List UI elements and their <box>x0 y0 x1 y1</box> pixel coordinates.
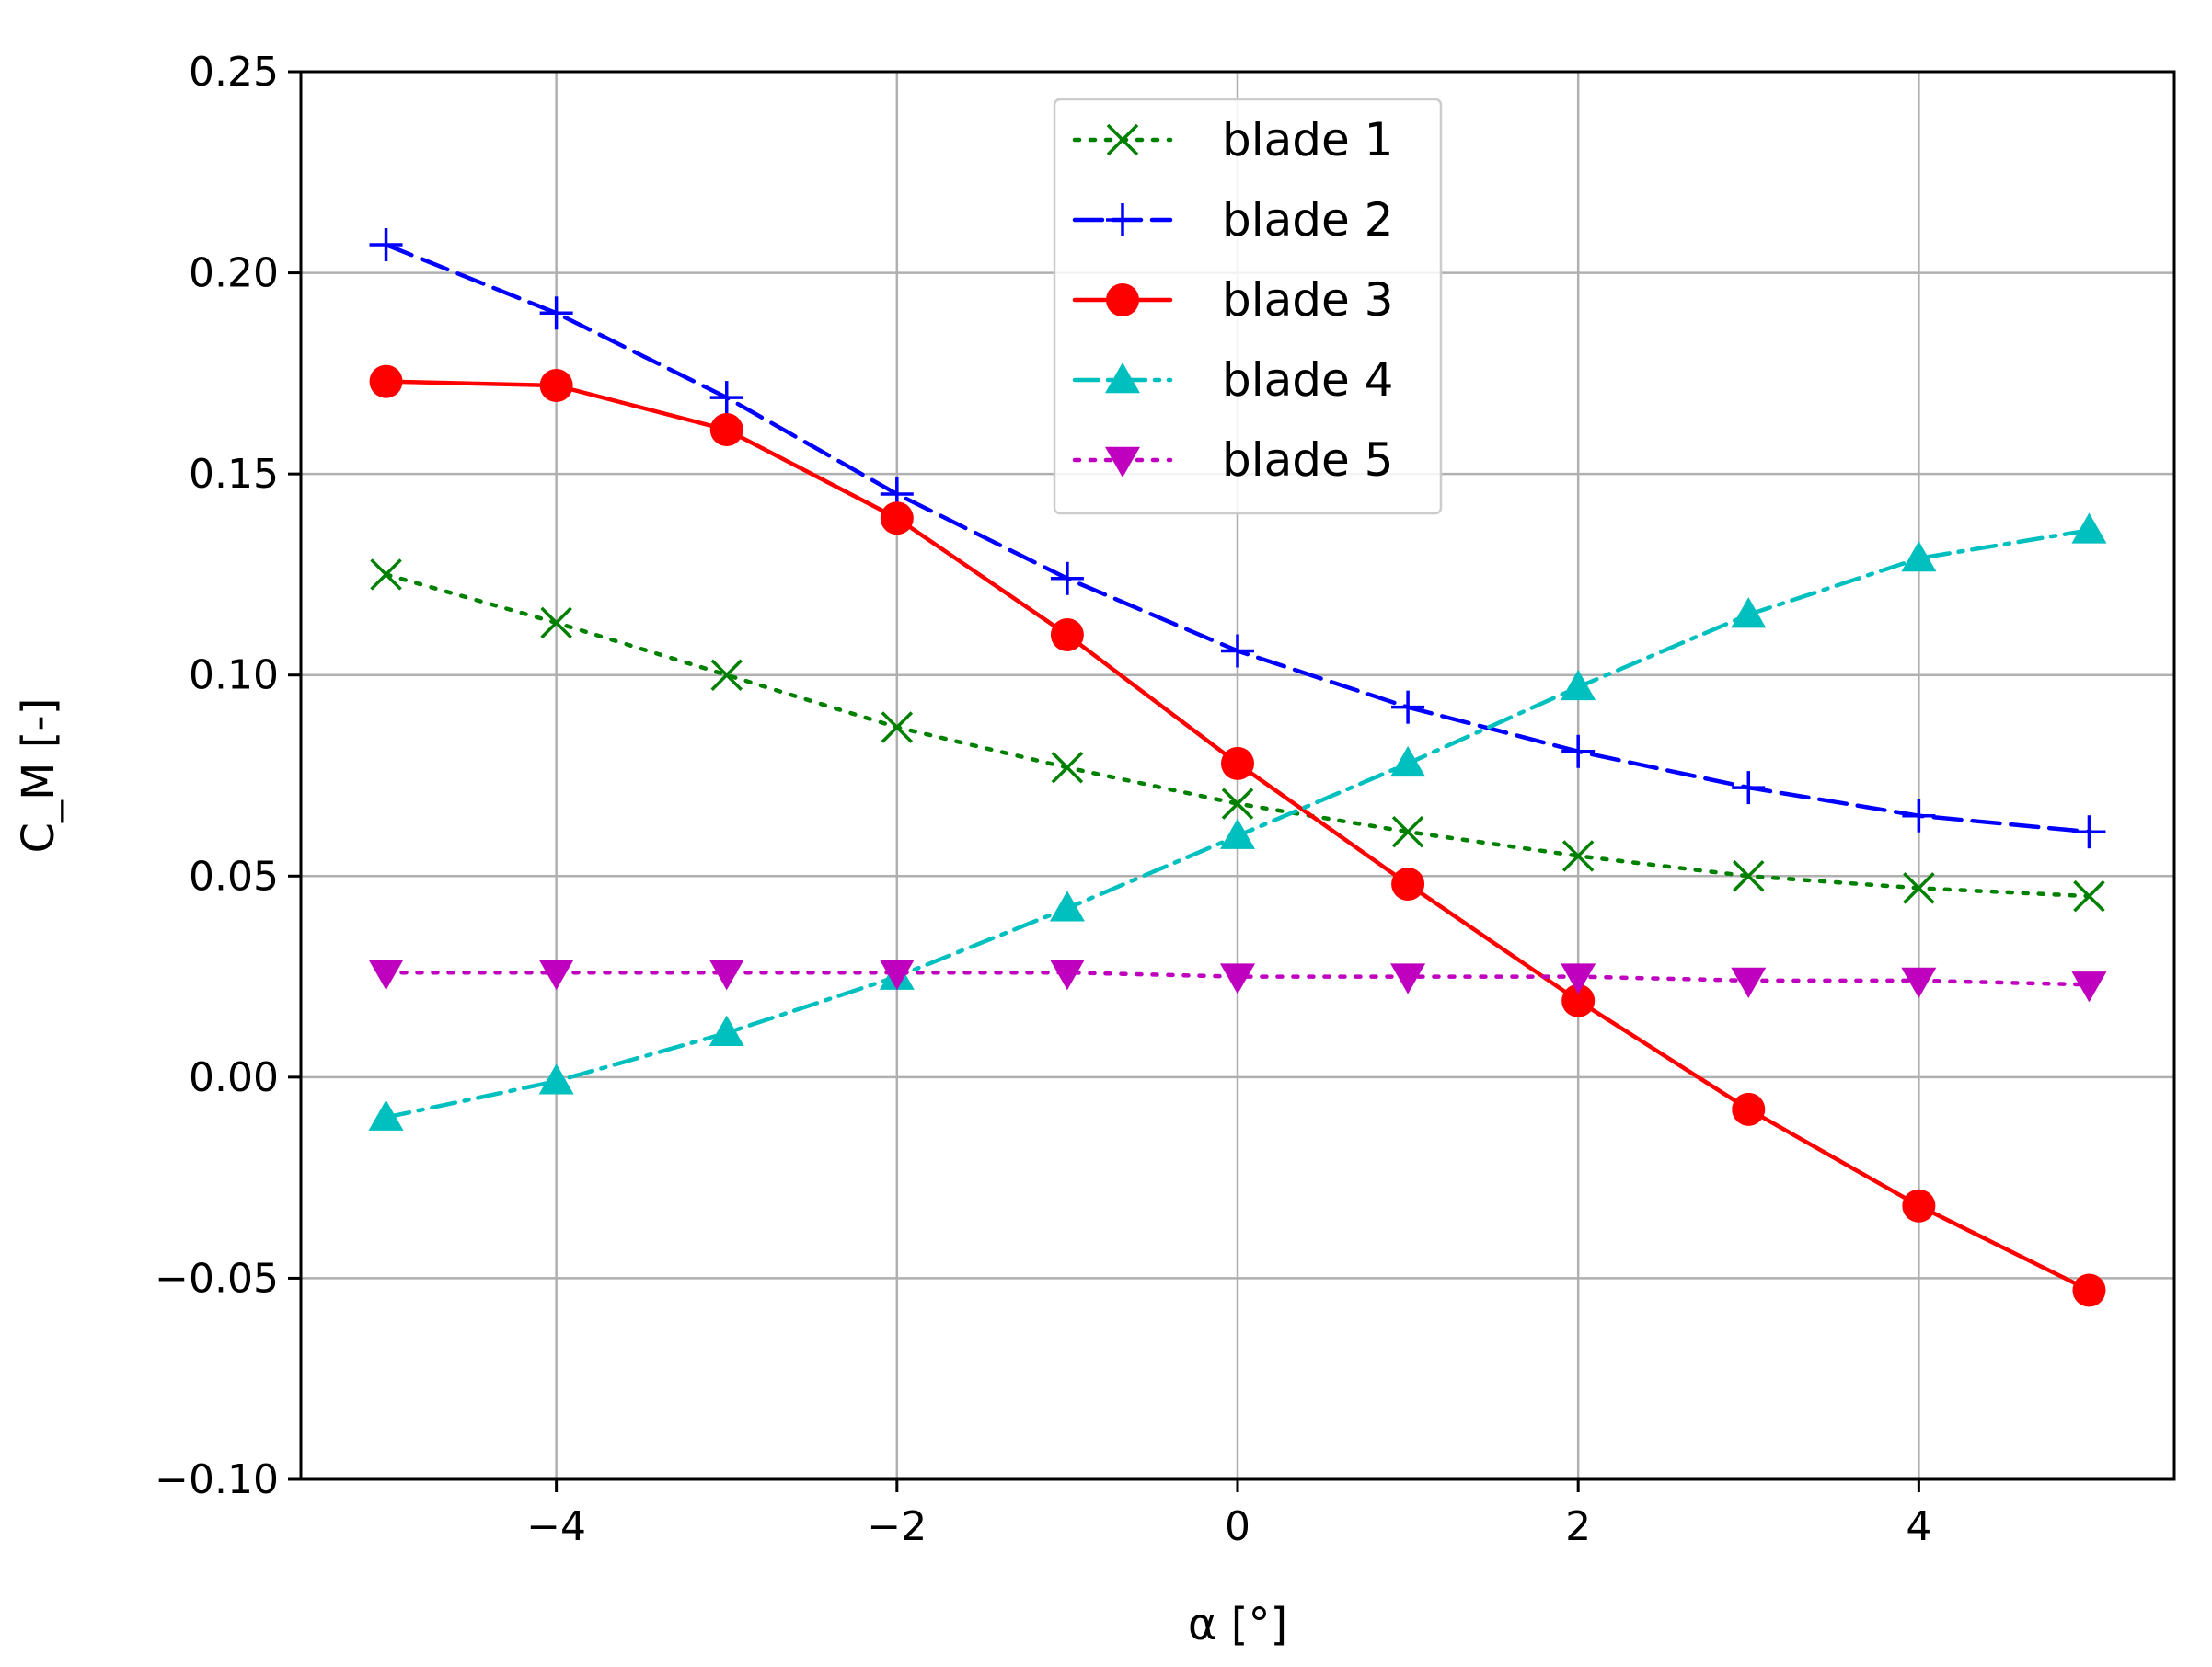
data-point <box>540 606 572 639</box>
series-line <box>384 970 2091 987</box>
data-point <box>2071 971 2107 1003</box>
legend-marker <box>1106 203 1139 236</box>
legend-marker <box>1106 283 1139 316</box>
y-tick-label: 0.10 <box>189 652 279 699</box>
data-point <box>1051 752 1084 784</box>
y-tick-label: 0.00 <box>189 1054 279 1101</box>
series-blade-1 <box>370 558 2105 913</box>
y-tick-label: 0.15 <box>189 451 279 498</box>
data-point <box>1050 561 1084 595</box>
legend-label: blade 2 <box>1222 193 1393 247</box>
data-point <box>538 1063 574 1095</box>
data-point <box>368 959 404 991</box>
legend-entry: blade 2 <box>1072 193 1393 247</box>
series-blade-4 <box>368 512 2107 1131</box>
legend-label: blade 5 <box>1222 433 1393 487</box>
x-tick-label: 2 <box>1565 1503 1591 1550</box>
data-point <box>1902 799 1936 833</box>
data-point <box>880 501 914 535</box>
y-tick-label: −0.10 <box>155 1456 279 1503</box>
data-point <box>1901 540 1937 572</box>
data-point <box>1391 690 1425 724</box>
x-tick-label: −2 <box>867 1503 927 1550</box>
data-point <box>1220 963 1255 994</box>
axis-ticks: −4 −2 0 2 4 −0.10 −0.05 0.00 0.05 0.10 0.15 0.20 0.2… <box>155 49 1931 1550</box>
legend: blade 1 blade 2 blade 3 blade 4 blade 5 <box>1053 98 1443 515</box>
series-blade-2 <box>369 227 2106 849</box>
data-point <box>369 364 403 398</box>
x-tick-label: −4 <box>526 1503 586 1550</box>
data-point <box>2072 1273 2106 1307</box>
series-layer <box>368 227 2107 1307</box>
data-point <box>1391 815 1424 848</box>
x-axis-label: α [°] <box>1188 1599 1287 1650</box>
data-point <box>1050 618 1084 651</box>
x-axis-label-text: α [°] <box>1188 1599 1287 1650</box>
legend-entry: blade 1 <box>1072 113 1393 167</box>
y-tick-label: 0.25 <box>189 49 279 96</box>
data-point <box>2071 512 2107 544</box>
legend-box <box>1053 98 1443 515</box>
legend-marker <box>1105 362 1140 394</box>
legend-label: blade 4 <box>1222 353 1393 407</box>
data-point <box>539 368 573 402</box>
series-blade-3 <box>369 364 2106 1307</box>
legend-marker <box>1106 123 1139 156</box>
y-tick-label: 0.20 <box>189 250 279 297</box>
y-axis-label-text: C_M [-] <box>13 698 64 854</box>
legend-entry: blade 5 <box>1072 433 1393 487</box>
legend-label: blade 3 <box>1222 273 1393 327</box>
data-point <box>1903 872 1935 904</box>
data-point <box>369 227 403 261</box>
data-point <box>709 381 743 415</box>
data-point <box>1732 1092 1766 1126</box>
x-tick-label: 4 <box>1906 1503 1931 1550</box>
legend-label: blade 1 <box>1222 113 1393 167</box>
data-point <box>1049 959 1085 991</box>
data-point <box>710 659 743 691</box>
y-tick-label: 0.05 <box>189 853 279 900</box>
data-point <box>1561 734 1596 768</box>
data-point <box>1221 788 1254 820</box>
data-point <box>368 1099 404 1131</box>
data-point <box>1732 771 1766 805</box>
data-point <box>2073 879 2105 913</box>
data-point <box>539 296 573 330</box>
data-point <box>2072 815 2106 849</box>
data-point <box>1390 745 1426 777</box>
data-point <box>1220 818 1255 849</box>
legend-marker <box>1105 446 1140 477</box>
series-blade-5 <box>368 959 2107 1003</box>
data-point <box>1561 669 1596 701</box>
data-point <box>1390 963 1426 994</box>
data-point <box>879 959 915 991</box>
data-point <box>709 413 743 447</box>
x-tick-label: 0 <box>1225 1503 1250 1550</box>
data-point <box>1221 746 1254 780</box>
y-axis-label: C_M [-] <box>13 698 64 854</box>
data-point <box>1731 597 1767 628</box>
data-point <box>1561 840 1595 872</box>
data-point <box>370 558 402 591</box>
legend-entry: blade 3 <box>1072 273 1393 327</box>
data-point <box>1561 983 1596 1017</box>
data-point <box>1733 860 1765 892</box>
data-point <box>1049 891 1085 922</box>
legend-entry: blade 4 <box>1072 353 1393 407</box>
data-point <box>1391 868 1425 902</box>
data-point <box>1901 967 1937 998</box>
data-point <box>1561 963 1596 994</box>
data-point <box>538 959 574 991</box>
data-point <box>709 959 744 991</box>
y-tick-label: −0.05 <box>155 1255 279 1302</box>
data-point <box>709 1015 744 1047</box>
data-point <box>1221 634 1254 668</box>
data-point <box>881 711 914 743</box>
data-point <box>1731 967 1767 998</box>
data-point <box>1902 1189 1936 1223</box>
